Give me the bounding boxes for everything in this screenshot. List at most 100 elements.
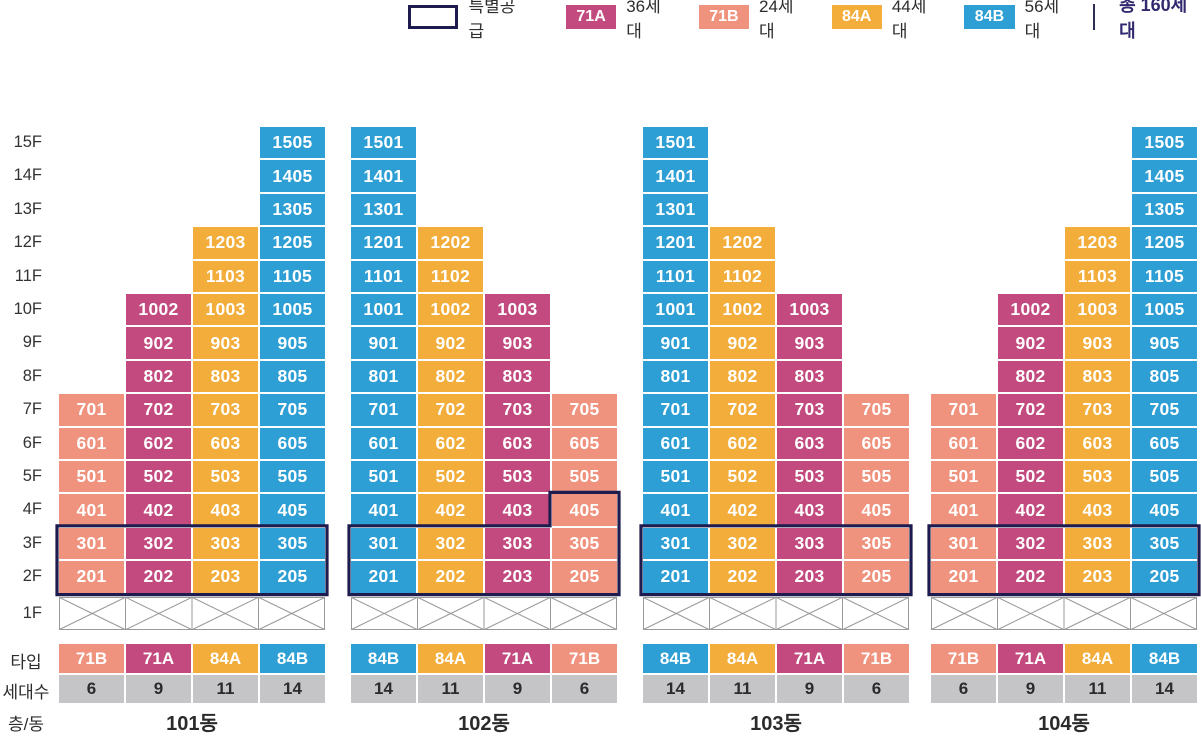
unit-cell-101동-902: 902 [126,327,191,359]
count-cell-103동-84A: 11 [710,675,775,703]
unit-cell-103동-403: 403 [777,494,842,526]
unit-cell-101동-802: 802 [126,360,191,393]
type-cell-104동-71B: 71B [931,644,996,673]
unit-cell-103동-305: 305 [844,527,909,560]
unit-cell-102동-402: 402 [418,494,483,526]
unit-cell-104동-1002: 1002 [998,294,1063,326]
unit-cell-102동-203: 203 [485,561,550,593]
unit-cell-101동-601: 601 [59,427,124,459]
unit-cell-103동-202: 202 [710,561,775,593]
unit-cell-101동-1203: 1203 [193,227,258,259]
unit-cell-103동-1202: 1202 [710,227,775,259]
unit-cell-103동-301: 301 [643,527,708,560]
unit-cell-101동-401: 401 [59,494,124,526]
unit-cell-103동-603: 603 [777,427,842,459]
unit-cell-103동-1003: 1003 [777,294,842,326]
building-name-102동: 102동 [458,713,510,735]
type-cell-104동-71A: 71A [998,644,1063,673]
unit-cell-101동-301: 301 [59,527,124,560]
unit-cell-103동-1501: 1501 [643,127,708,159]
count-cell-103동-71B: 6 [844,675,909,703]
unit-cell-101동-803: 803 [193,360,258,393]
floor-label-8F: 8F [22,366,42,385]
unit-cell-101동-905: 905 [260,327,325,359]
first-floor-x-row [643,597,909,630]
unit-cell-101동-602: 602 [126,427,191,459]
count-cell-104동-71B: 6 [931,675,996,703]
floor-label-1F: 1F [22,604,42,622]
unit-cell-102동-201: 201 [351,561,416,593]
unit-cell-101동-202: 202 [126,561,191,593]
unit-cell-103동-405: 405 [844,494,909,526]
legend-count-84B: 56세대 [1024,0,1060,41]
unit-cell-104동-205: 205 [1132,561,1197,593]
type-cell-102동-84B: 84B [351,644,416,673]
unit-cell-101동-203: 203 [193,561,258,593]
type-cell-101동-84B: 84B [260,644,325,673]
unit-cell-102동-401: 401 [351,494,416,526]
unit-cell-102동-1003: 1003 [485,294,550,326]
unit-cell-103동-1201: 1201 [643,227,708,259]
building-name-104동: 104동 [1038,713,1090,735]
unit-cell-102동-702: 702 [418,394,483,426]
floor-label-13F: 13F [13,199,42,218]
legend-count-71B: 24세대 [759,0,794,41]
unit-cell-104동-605: 605 [1132,427,1197,459]
unit-cell-104동-501: 501 [931,461,996,493]
legend-chip-84A: 84A [831,5,882,29]
unit-cell-104동-903: 903 [1065,327,1130,359]
unit-cell-101동-405: 405 [260,494,325,526]
unit-cell-102동-1501: 1501 [351,127,416,159]
unit-cell-104동-1005: 1005 [1132,294,1197,326]
unit-cell-101동-1005: 1005 [260,294,325,326]
unit-cell-104동-305: 305 [1132,527,1197,560]
count-cell-101동-71B: 6 [59,675,124,703]
unit-cell-101동-603: 603 [193,427,258,459]
unit-cell-101동-302: 302 [126,527,191,560]
count-cell-101동-71A: 9 [126,675,191,703]
unit-cell-104동-203: 203 [1065,561,1130,593]
unit-cell-103동-802: 802 [710,360,775,393]
unit-cell-104동-702: 702 [998,394,1063,426]
unit-cell-102동-903: 903 [485,327,550,359]
unit-cell-104동-201: 201 [931,561,996,593]
unit-cell-102동-1202: 1202 [418,227,483,259]
unit-cell-101동-1405: 1405 [260,160,325,192]
unit-cell-104동-1103: 1103 [1065,260,1130,292]
unit-cell-103동-502: 502 [710,461,775,493]
unit-cell-102동-1101: 1101 [351,260,416,292]
unit-cell-101동-1305: 1305 [260,193,325,226]
floor-label-12F: 12F [13,233,42,252]
floor-label-5F: 5F [22,467,42,485]
unit-cell-103동-501: 501 [643,461,708,493]
row-label-households: 세대수 [2,683,50,702]
floor-label-4F: 4F [22,500,42,519]
floor-label-11F: 11F [14,266,42,285]
unit-cell-102동-1002: 1002 [418,294,483,326]
unit-cell-103동-505: 505 [844,461,909,493]
floor-label-2F: 2F [22,567,42,586]
unit-cell-102동-602: 602 [418,427,483,459]
unit-cell-103동-402: 402 [710,494,775,526]
unit-cell-101동-201: 201 [59,561,124,593]
unit-cell-103동-901: 901 [643,327,708,359]
special-supply-swatch [408,5,459,29]
unit-cell-103동-1301: 1301 [643,193,708,226]
unit-cell-102동-901: 901 [351,327,416,359]
unit-cell-101동-1205: 1205 [260,227,325,259]
row-label-floor-building: 층/동 [7,715,44,734]
floor-label-3F: 3F [22,533,42,552]
building-name-101동: 101동 [166,713,218,735]
unit-cell-101동-1003: 1003 [193,294,258,326]
unit-cell-103동-1401: 1401 [643,160,708,192]
unit-cell-101동-402: 402 [126,494,191,526]
unit-cell-104동-403: 403 [1065,494,1130,526]
unit-cell-104동-603: 603 [1065,427,1130,459]
unit-cell-102동-1401: 1401 [351,160,416,192]
legend-chip-71A: 71A [565,5,617,29]
count-cell-104동-84A: 11 [1065,675,1130,703]
unit-cell-102동-902: 902 [418,327,483,359]
unit-cell-103동-1001: 1001 [643,294,708,326]
floor-label-14F: 14F [13,166,42,185]
unit-cell-102동-1301: 1301 [351,193,416,226]
